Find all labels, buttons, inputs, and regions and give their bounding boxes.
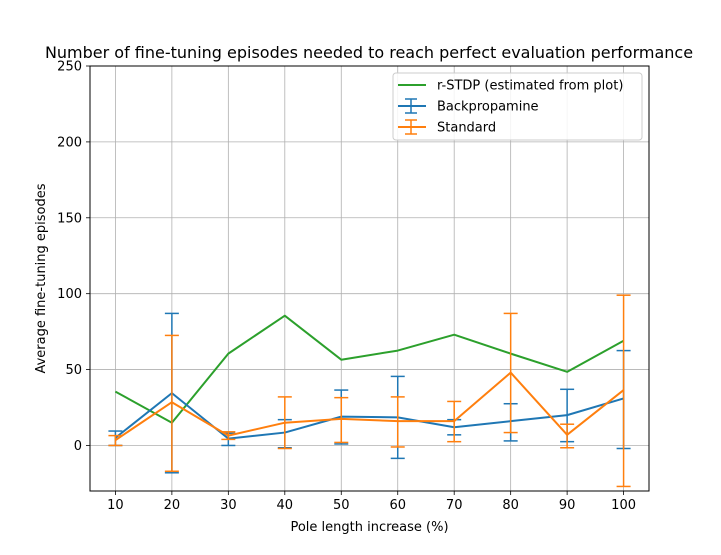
x-tick-label: 10 xyxy=(107,498,124,513)
legend-label: Backpropamine xyxy=(437,100,539,115)
y-tick-label: 50 xyxy=(65,363,82,378)
ticks: 10 20 30 40 50 60 70 80 90 100 0 50 100 150 200 250 xyxy=(57,60,636,514)
plot-frame xyxy=(89,65,650,492)
y-tick-label: 100 xyxy=(57,287,82,302)
x-tick-label: 40 xyxy=(277,498,294,513)
series-2 xyxy=(108,294,631,488)
legend-label: Standard xyxy=(437,121,496,136)
y-tick-label: 250 xyxy=(57,60,82,75)
x-tick-label: 20 xyxy=(164,498,181,513)
x-tick-label: 100 xyxy=(611,498,636,513)
series-line xyxy=(114,314,625,424)
series-0 xyxy=(114,314,625,424)
series-line xyxy=(114,392,624,440)
x-tick-label: 30 xyxy=(220,498,237,513)
series-line xyxy=(114,371,625,441)
y-tick-label: 200 xyxy=(57,135,82,150)
legend: r-STDP (estimated from plot) Backpropamin… xyxy=(392,72,643,141)
y-tick-label: 0 xyxy=(74,439,82,454)
x-tick-label: 80 xyxy=(502,498,519,513)
x-tick-label: 70 xyxy=(446,498,463,513)
legend-label: r-STDP (estimated from plot) xyxy=(437,79,623,94)
x-tick-label: 60 xyxy=(389,498,406,513)
chart-title: Number of fine-tuning episodes needed to… xyxy=(45,43,693,62)
x-tick-label: 50 xyxy=(333,498,350,513)
y-tick-label: 150 xyxy=(57,211,82,226)
legend-box xyxy=(392,72,643,141)
y-axis-label: Average fine-tuning episodes xyxy=(34,183,49,373)
x-tick-label: 90 xyxy=(559,498,576,513)
x-axis-label: Pole length increase (%) xyxy=(290,520,448,535)
series-layer xyxy=(108,294,631,488)
